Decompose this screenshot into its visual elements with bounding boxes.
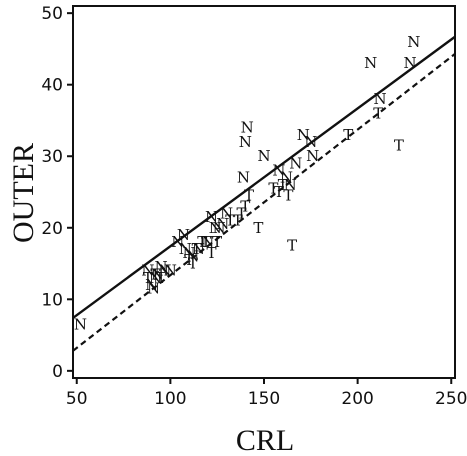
data-points: NNNNNNNNNNNNNNNNNNNNNNNNNNNNNNNNNNNNTTTT… — [74, 33, 420, 334]
data-point-N: N — [171, 233, 184, 251]
data-point-N: N — [374, 90, 387, 108]
data-point-N: N — [145, 276, 158, 294]
data-point-T: T — [240, 197, 250, 215]
data-point-T: T — [143, 269, 153, 287]
data-point-N: N — [239, 133, 252, 151]
data-point-T: T — [394, 137, 404, 155]
data-point-N: N — [241, 119, 254, 137]
data-point-N: N — [154, 258, 167, 276]
data-point-T: T — [207, 244, 217, 262]
data-point-T: T — [253, 219, 263, 237]
data-point-N: N — [151, 265, 164, 283]
y-tick-label: 0 — [52, 362, 63, 382]
data-point-N: N — [237, 169, 250, 187]
data-point-N: N — [192, 240, 205, 258]
data-point-T: T — [278, 176, 288, 194]
data-point-N: N — [289, 154, 302, 172]
data-point-T: T — [343, 126, 353, 144]
data-point-T: T — [283, 187, 293, 205]
data-point-T: T — [188, 255, 198, 273]
data-point-N: N — [212, 219, 225, 237]
data-point-N: N — [147, 280, 160, 298]
data-point-T: T — [373, 104, 383, 122]
data-point-N: N — [177, 226, 190, 244]
data-point-N: N — [304, 133, 317, 151]
data-point-T: T — [212, 233, 222, 251]
data-point-T: T — [233, 212, 243, 230]
data-point-N: N — [306, 147, 319, 165]
data-point-N: N — [220, 204, 233, 222]
data-point-N: N — [364, 54, 377, 72]
data-point-N: N — [284, 176, 297, 194]
data-point-N: N — [201, 233, 214, 251]
data-point-T: T — [268, 179, 278, 197]
regression-lines — [72, 35, 456, 352]
x-axis-title: CRL — [236, 424, 294, 456]
data-point-N: N — [297, 126, 310, 144]
data-point-T: T — [225, 212, 235, 230]
data-point-T: T — [192, 240, 202, 258]
y-axis-title: OUTER — [7, 143, 40, 243]
plot-frame — [72, 5, 456, 379]
x-tick-label: 100 — [154, 389, 186, 409]
dashed-regression-line — [72, 53, 456, 352]
data-point-N: N — [183, 244, 196, 262]
data-point-N: N — [407, 33, 420, 51]
data-point-T: T — [156, 269, 166, 287]
data-point-T: T — [274, 183, 284, 201]
data-point-N: N — [186, 247, 199, 265]
data-point-N: N — [403, 54, 416, 72]
data-point-N: N — [179, 240, 192, 258]
axes: 50 100 150 200 250 0 10 20 30 40 50 — [41, 4, 467, 409]
data-point-N: N — [141, 262, 154, 280]
x-tick-label: 250 — [435, 389, 467, 409]
data-point-T: T — [201, 233, 211, 251]
data-point-N: N — [158, 262, 171, 280]
data-point-N: N — [272, 162, 285, 180]
data-point-N: N — [257, 147, 270, 165]
data-point-T: T — [287, 237, 297, 255]
data-point-N: N — [209, 219, 222, 237]
data-point-N: N — [164, 262, 177, 280]
data-point-N: N — [205, 208, 218, 226]
data-point-T: T — [150, 265, 160, 283]
x-tick-label: 150 — [248, 389, 280, 409]
data-point-N: N — [280, 169, 293, 187]
solid-regression-line — [72, 35, 456, 319]
y-tick-label: 10 — [41, 290, 63, 310]
data-point-T: T — [197, 233, 207, 251]
y-tick-label: 40 — [41, 76, 63, 96]
y-tick-label: 30 — [41, 147, 63, 167]
data-point-N: N — [74, 315, 87, 333]
data-point-N: N — [149, 269, 162, 287]
x-tick-label: 50 — [66, 389, 88, 409]
data-point-T: T — [237, 204, 247, 222]
data-point-T: T — [184, 251, 194, 269]
y-tick-label: 20 — [41, 219, 63, 239]
y-tick-label: 50 — [41, 4, 63, 24]
x-tick-label: 200 — [341, 389, 373, 409]
data-point-N: N — [216, 215, 229, 233]
data-point-T: T — [244, 187, 254, 205]
